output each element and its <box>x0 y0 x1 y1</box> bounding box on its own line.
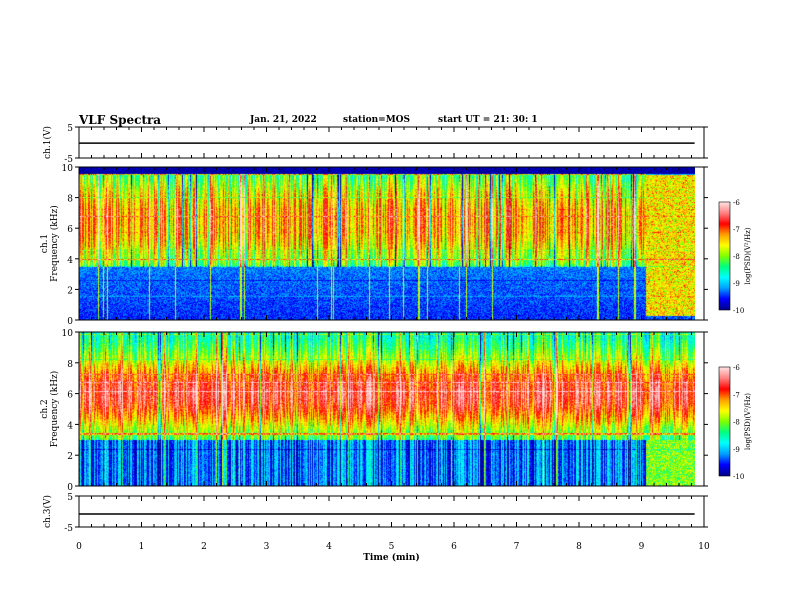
ch2-spectrogram-image <box>79 332 695 486</box>
ch2-spectrogram-ylabel-frequency: Frequency (kHz) <box>49 371 60 448</box>
ch2-spectrogram-colorbar-tick: -6 <box>733 364 740 372</box>
x-axis-label: Time (min) <box>363 552 420 563</box>
x-tick-label: 8 <box>576 542 582 552</box>
ch1-spectrogram-colorbar-tick: -8 <box>733 253 740 261</box>
x-tick-label: 1 <box>139 542 145 552</box>
ch2-spectrogram-colorbar <box>719 367 730 476</box>
ch2-spectrogram-ylabel-channel: ch.2 <box>40 399 50 418</box>
x-tick-label: 6 <box>451 542 457 552</box>
ch1-spectrogram-colorbar <box>719 202 730 310</box>
x-tick-label: 9 <box>639 542 645 552</box>
ch2-spectrogram-colorbar-tick: -10 <box>733 473 744 481</box>
ch3-voltage-ytick-label: -5 <box>64 524 73 534</box>
x-tick-label: 3 <box>264 542 270 552</box>
chart-title: VLF Spectra <box>79 113 162 127</box>
ch1-spectrogram-ytick-label: 4 <box>67 256 73 266</box>
ch2-spectrogram-ytick-label: 10 <box>62 329 74 339</box>
ch2-spectrogram-ytick-label: 4 <box>67 421 73 431</box>
ch1-spectrogram-colorbar-tick: -7 <box>733 226 740 234</box>
x-tick-label: 4 <box>326 542 332 552</box>
ch1-spectrogram-colorbar-tick: -10 <box>733 307 744 315</box>
ch1-spectrogram-colorbar-frame <box>718 201 731 311</box>
ch3-voltage-ylabel: ch.3(V) <box>42 495 53 528</box>
ch1-spectrogram-ylabel-channel: ch.1 <box>40 234 50 253</box>
x-tick-label: 7 <box>514 542 520 552</box>
ch2-spectrogram-colorbar-frame <box>718 366 731 477</box>
ch2-spectrogram-colorbar-tick: -9 <box>733 446 740 454</box>
ch3-voltage-ytick-label: 5 <box>67 493 73 503</box>
ch2-spectrogram-ytick-label: 0 <box>67 483 73 493</box>
ch2-spectrogram-ytick-label: 8 <box>67 360 73 370</box>
ch1-spectrogram-colorbar-tick: -6 <box>733 199 740 207</box>
ch1-voltage-ytick-label: 5 <box>67 124 73 134</box>
ch1-voltage-ylabel: ch.1(V) <box>42 126 53 159</box>
x-tick-label: 0 <box>76 542 82 552</box>
ch2-spectrogram-colorbar-tick: -7 <box>733 391 740 399</box>
ch1-voltage-ytick-label: -5 <box>64 155 73 165</box>
ch1-spectrogram-ytick-label: 0 <box>67 317 73 327</box>
ch1-spectrogram-colorbar-tick: -9 <box>733 280 740 288</box>
ch1-spectrogram-ytick-label: 2 <box>67 286 73 296</box>
ch2-spectrogram-ytick-label: 6 <box>67 391 73 401</box>
ch1-spectrogram-image <box>79 167 695 320</box>
x-tick-label: 10 <box>698 542 710 552</box>
ch1-spectrogram-ytick-label: 8 <box>67 195 73 205</box>
ch1-spectrogram-colorbar-label: log(PSD)(V²/Hz) <box>744 227 752 284</box>
station-label: station=MOS <box>343 115 411 125</box>
x-tick-label: 5 <box>389 542 395 552</box>
ch1-spectrogram-ytick-label: 10 <box>62 164 74 174</box>
ch1-spectrogram-ylabel-frequency: Frequency (kHz) <box>49 205 60 282</box>
ch1-spectrogram-ytick-label: 6 <box>67 225 73 235</box>
start-time-label: start UT = 21: 30: 1 <box>438 115 538 125</box>
date-label: Jan. 21, 2022 <box>250 115 317 125</box>
ch2-spectrogram-colorbar-label: log(PSD)(V²/Hz) <box>744 393 752 450</box>
ch2-spectrogram-colorbar-tick: -8 <box>733 419 740 427</box>
ch2-spectrogram-ytick-label: 2 <box>67 452 73 462</box>
x-tick-label: 2 <box>201 542 207 552</box>
